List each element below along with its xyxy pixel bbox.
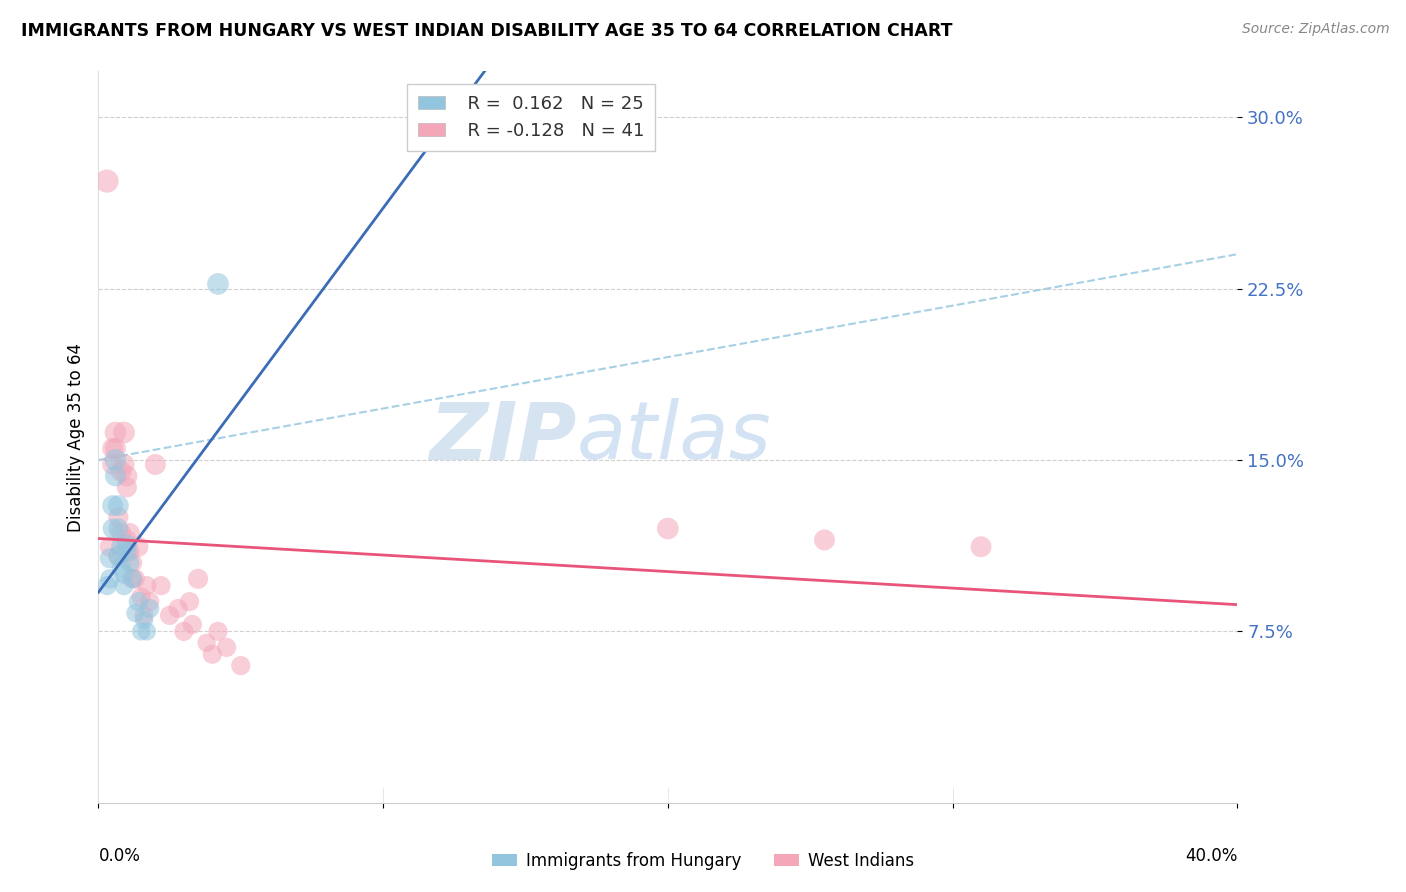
Point: [167, 601, 190, 615]
Legend: Immigrants from Hungary, West Indians: Immigrants from Hungary, West Indians: [485, 845, 921, 877]
Text: IMMIGRANTS FROM HUNGARY VS WEST INDIAN DISABILITY AGE 35 TO 64 CORRELATION CHART: IMMIGRANTS FROM HUNGARY VS WEST INDIAN D…: [21, 22, 953, 40]
Point: [115, 533, 138, 547]
Point: [101, 521, 124, 535]
Point: [118, 544, 141, 558]
Text: Source: ZipAtlas.com: Source: ZipAtlas.com: [1241, 22, 1389, 37]
Point: [118, 526, 141, 541]
Point: [657, 521, 679, 535]
Point: [110, 464, 132, 478]
Text: 40.0%: 40.0%: [1185, 847, 1237, 864]
Point: [121, 572, 143, 586]
Point: [110, 526, 132, 541]
Point: [970, 540, 993, 554]
Point: [173, 624, 195, 639]
Point: [112, 458, 135, 472]
Point: [104, 442, 127, 456]
Point: [132, 613, 155, 627]
Point: [138, 601, 160, 615]
Point: [101, 499, 124, 513]
Point: [96, 579, 118, 593]
Point: [101, 458, 124, 472]
Point: [129, 590, 152, 604]
Point: [181, 617, 204, 632]
Point: [98, 551, 121, 566]
Point: [112, 567, 135, 582]
Point: [187, 572, 209, 586]
Point: [98, 572, 121, 586]
Point: [104, 469, 127, 483]
Point: [98, 540, 121, 554]
Point: [215, 640, 238, 655]
Point: [121, 556, 143, 570]
Point: [104, 453, 127, 467]
Point: [229, 658, 252, 673]
Point: [107, 521, 129, 535]
Point: [127, 540, 149, 554]
Point: [179, 595, 201, 609]
Text: 0.0%: 0.0%: [98, 847, 141, 864]
Point: [107, 549, 129, 563]
Legend:   R =  0.162   N = 25,   R = -0.128   N = 41: R = 0.162 N = 25, R = -0.128 N = 41: [408, 84, 655, 151]
Point: [110, 540, 132, 554]
Point: [195, 636, 218, 650]
Y-axis label: Disability Age 35 to 64: Disability Age 35 to 64: [66, 343, 84, 532]
Point: [115, 469, 138, 483]
Point: [96, 174, 118, 188]
Point: [104, 425, 127, 440]
Point: [159, 608, 181, 623]
Point: [118, 556, 141, 570]
Point: [127, 595, 149, 609]
Point: [107, 499, 129, 513]
Point: [207, 277, 229, 291]
Point: [107, 510, 129, 524]
Point: [129, 624, 152, 639]
Point: [124, 572, 146, 586]
Point: [107, 549, 129, 563]
Point: [115, 537, 138, 551]
Point: [813, 533, 835, 547]
Text: ZIP: ZIP: [429, 398, 576, 476]
Point: [138, 595, 160, 609]
Text: atlas: atlas: [576, 398, 772, 476]
Point: [150, 579, 173, 593]
Point: [112, 425, 135, 440]
Point: [115, 480, 138, 494]
Point: [207, 624, 229, 639]
Point: [135, 624, 157, 639]
Point: [115, 544, 138, 558]
Point: [101, 442, 124, 456]
Point: [132, 608, 155, 623]
Point: [145, 458, 167, 472]
Point: [110, 560, 132, 574]
Point: [135, 579, 157, 593]
Point: [112, 579, 135, 593]
Point: [201, 647, 224, 661]
Point: [124, 606, 146, 620]
Point: [121, 572, 143, 586]
